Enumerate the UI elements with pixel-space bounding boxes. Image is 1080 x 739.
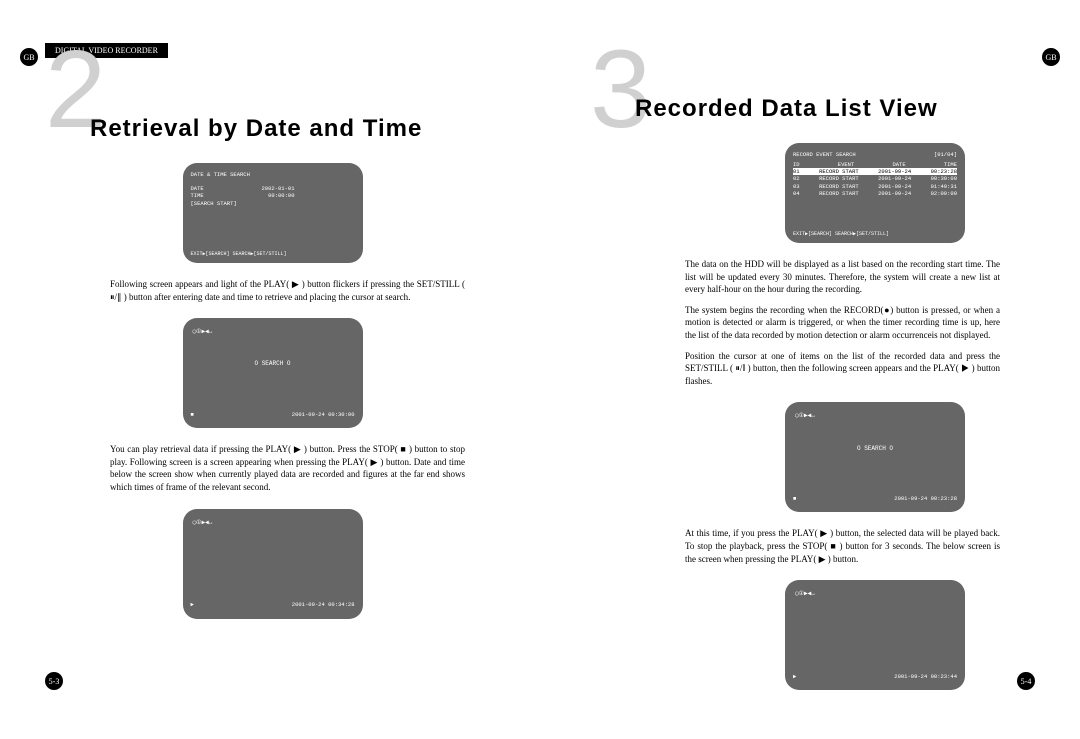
- screen-search-preview: ◯①▶◀↔ O SEARCH O ■ 2001-09-24 00:30:00: [183, 318, 363, 428]
- screen-title: DATE & TIME SEARCH: [191, 171, 355, 178]
- screen-footer: EXIT▶[SEARCH] SEARCH▶[SET/STILL]: [191, 251, 287, 258]
- para-right-3: Position the cursor at one of items on t…: [685, 350, 1000, 388]
- table-row: 02RECORD START2001-09-2400:30:00: [793, 175, 957, 182]
- para-left-2: You can play retrieval data if pressing …: [110, 443, 465, 493]
- section-title-right: Recorded Data List View: [635, 95, 1060, 123]
- screen-bottom: ■ 2001-09-24 00:23:28: [793, 495, 957, 502]
- search-label: O SEARCH O: [254, 360, 290, 368]
- status-icons: ◯①▶◀↔: [193, 328, 213, 336]
- timestamp: 2001-09-24 00:30:00: [292, 411, 355, 418]
- screen-bottom: ■ 2001-09-24 00:30:00: [191, 411, 355, 418]
- screen-footer: EXIT▶[SEARCH] SEARCH▶[SET/STILL]: [793, 231, 889, 238]
- screen-playback: ◯①▶◀↔ ▶ 2001-09-24 00:34:28: [183, 509, 363, 619]
- play-icon: ▶: [793, 673, 796, 680]
- para-right-4: At this time, if you press the PLAY( ▶ )…: [685, 527, 1000, 565]
- table-row: 01RECORD START2001-09-2400:23:28: [793, 168, 957, 175]
- status-icons: ◯①▶◀↔: [795, 412, 815, 420]
- timestamp: 2001-09-24 00:23:44: [894, 673, 957, 680]
- section-number-3: 3: [590, 35, 651, 145]
- row-date: DATE 2002-01-01: [191, 185, 355, 192]
- gb-badge-right: GB: [1042, 48, 1060, 66]
- para-right-2: The system begins the recording when the…: [685, 304, 1000, 342]
- page-number-left: 5-3: [45, 672, 63, 690]
- right-page: GB 3 Recorded Data List View RECORD EVEN…: [555, 40, 1060, 705]
- screen-playback-r: ◯①▶◀↔ ▶ 2001-09-24 00:23:44: [785, 580, 965, 690]
- para-left-1: Following screen appears and light of th…: [110, 278, 465, 303]
- para-right-1: The data on the HDD will be displayed as…: [685, 258, 1000, 296]
- event-rows: 01RECORD START2001-09-2400:23:2802RECORD…: [793, 168, 957, 197]
- header-row: ID EVENT DATE TIME: [793, 161, 957, 168]
- section-title-left: Retrieval by Date and Time: [90, 115, 525, 143]
- search-start: [SEARCH START]: [191, 200, 355, 207]
- page-number-right: 5-4: [1017, 672, 1035, 690]
- left-page: GB DIGITAL VIDEO RECORDER 2 Retrieval by…: [20, 40, 525, 705]
- table-row: 04RECORD START2001-09-2402:00:00: [793, 190, 957, 197]
- search-label: O SEARCH O: [857, 445, 893, 453]
- screen-bottom: ▶ 2001-09-24 00:34:28: [191, 601, 355, 608]
- stop-icon: ■: [793, 495, 796, 502]
- gb-badge-left: GB: [20, 48, 38, 66]
- stop-icon: ■: [191, 411, 194, 418]
- screen-bottom: ▶ 2001-09-24 00:23:44: [793, 673, 957, 680]
- screen-search-preview-r: ◯①▶◀↔ O SEARCH O ■ 2001-09-24 00:23:28: [785, 402, 965, 512]
- timestamp: 2001-09-24 00:23:28: [894, 495, 957, 502]
- timestamp: 2001-09-24 00:34:28: [292, 601, 355, 608]
- screen-date-time-search: DATE & TIME SEARCH DATE 2002-01-01 TIME …: [183, 163, 363, 263]
- status-icons: ◯①▶◀↔: [193, 519, 213, 527]
- table-row: 03RECORD START2001-09-2401:49:31: [793, 183, 957, 190]
- status-icons: ◯①▶◀↔: [795, 590, 815, 598]
- screen-title-row: RECORD EVENT SEARCH [01/04]: [793, 151, 957, 158]
- play-icon: ▶: [191, 601, 194, 608]
- page-spread: GB DIGITAL VIDEO RECORDER 2 Retrieval by…: [0, 0, 1080, 725]
- row-time: TIME 00:00:00: [191, 192, 355, 199]
- screen-record-event: RECORD EVENT SEARCH [01/04] ID EVENT DAT…: [785, 143, 965, 243]
